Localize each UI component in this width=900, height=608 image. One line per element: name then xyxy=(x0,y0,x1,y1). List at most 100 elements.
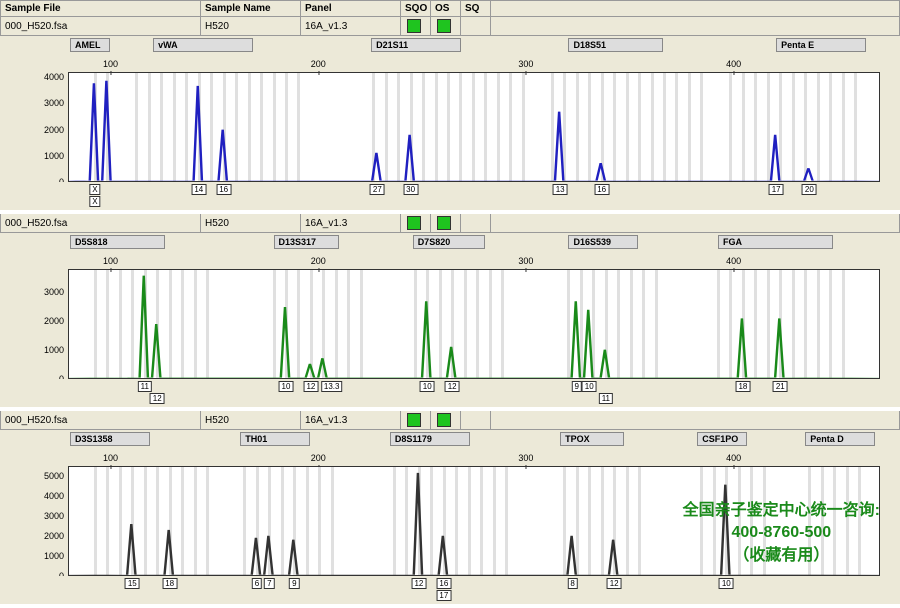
marker-label: TH01 xyxy=(240,432,310,446)
y-axis: 0100020003000 xyxy=(0,269,68,379)
y-tick: 2000 xyxy=(44,316,64,326)
y-tick: 1000 xyxy=(44,345,64,355)
hdr-sq: SQ xyxy=(461,1,491,16)
allele-call[interactable]: 16 xyxy=(216,184,231,195)
x-tick: 100 xyxy=(103,59,118,69)
marker-row: AMELvWAD21S11D18S51Penta E AMELvWAD21S11… xyxy=(0,36,900,56)
watermark-line3: （收藏有用） xyxy=(683,545,880,567)
allele-call[interactable]: 20 xyxy=(802,184,817,195)
x-tick: 300 xyxy=(518,59,533,69)
x-tick: 400 xyxy=(726,59,741,69)
panel-cell: 16A_v1.3 xyxy=(301,214,401,232)
x-tick: 200 xyxy=(311,453,326,463)
allele-call[interactable]: 17 xyxy=(436,590,451,601)
info-row: 000_H520.fsa H520 16A_v1.3 xyxy=(0,17,900,36)
hdr-panel: Panel xyxy=(301,1,401,16)
hdr-file: Sample File xyxy=(1,1,201,16)
allele-call[interactable]: 10 xyxy=(279,381,294,392)
y-tick: 3000 xyxy=(44,511,64,521)
electropherogram-plot[interactable]: 100200300400 xyxy=(68,269,880,379)
allele-call[interactable]: 10 xyxy=(420,381,435,392)
allele-call[interactable]: 9 xyxy=(289,578,299,589)
header-row: Sample File Sample Name Panel SQO OS SQ xyxy=(0,0,900,17)
allele-call[interactable]: 8 xyxy=(567,578,577,589)
allele-call[interactable]: 10 xyxy=(582,381,597,392)
trace-line xyxy=(69,270,879,378)
x-tick: 300 xyxy=(518,256,533,266)
marker-label: D5S818 xyxy=(70,235,165,249)
allele-call[interactable]: 9 xyxy=(572,381,582,392)
marker-label: D3S1358 xyxy=(70,432,150,446)
marker-label: vWA xyxy=(153,38,253,52)
allele-call[interactable]: 6 xyxy=(252,578,262,589)
marker-label: Penta E xyxy=(776,38,866,52)
allele-call[interactable]: 17 xyxy=(769,184,784,195)
x-axis: 100200300400 xyxy=(69,453,879,467)
allele-call[interactable]: X xyxy=(89,184,100,195)
hdr-name: Sample Name xyxy=(201,1,301,16)
y-tick: 1000 xyxy=(44,551,64,561)
status-box xyxy=(437,19,451,33)
marker-label: TPOX xyxy=(560,432,624,446)
allele-call[interactable]: 12 xyxy=(445,381,460,392)
marker-label: AMEL xyxy=(70,38,110,52)
allele-call[interactable]: 12 xyxy=(150,393,165,404)
allele-call[interactable]: 30 xyxy=(403,184,418,195)
x-tick: 300 xyxy=(518,453,533,463)
file-cell: 000_H520.fsa xyxy=(1,411,201,429)
name-cell: H520 xyxy=(201,214,301,232)
name-cell: H520 xyxy=(201,17,301,35)
allele-call[interactable]: 11 xyxy=(599,393,613,404)
allele-call[interactable]: 12 xyxy=(607,578,622,589)
y-tick: 5000 xyxy=(44,471,64,481)
allele-call[interactable]: 13 xyxy=(553,184,568,195)
allele-call[interactable]: 14 xyxy=(191,184,206,195)
y-tick: 4000 xyxy=(44,72,64,82)
x-tick: 100 xyxy=(103,256,118,266)
hdr-sqo: SQO xyxy=(401,1,431,16)
allele-call[interactable]: 27 xyxy=(370,184,385,195)
watermark-line2: 400-8760-500 xyxy=(683,522,880,544)
marker-label: D21S11 xyxy=(371,38,461,52)
allele-call[interactable]: 7 xyxy=(264,578,274,589)
allele-call[interactable]: 11 xyxy=(138,381,152,392)
watermark: 全国亲子鉴定中心统一咨询: 400-8760-500 （收藏有用） xyxy=(683,500,880,567)
allele-call[interactable]: 12 xyxy=(411,578,426,589)
x-axis: 100200300400 xyxy=(69,59,879,73)
y-tick: 1000 xyxy=(44,151,64,161)
x-axis: 100 200 300 400 xyxy=(69,256,879,270)
status-box xyxy=(407,413,421,427)
name-cell: H520 xyxy=(201,411,301,429)
allele-call[interactable]: 16 xyxy=(594,184,609,195)
allele-call[interactable]: 18 xyxy=(162,578,177,589)
x-tick: 200 xyxy=(311,256,326,266)
allele-call[interactable]: 12 xyxy=(303,381,318,392)
allele-row: XX 14 16 27 30 13 16 17 20 xyxy=(0,182,900,210)
marker-label: D18S51 xyxy=(568,38,663,52)
plot-wrap: 0100020003000 100200300400 xyxy=(0,253,900,379)
allele-call[interactable]: 21 xyxy=(773,381,788,392)
y-tick: 3000 xyxy=(44,98,64,108)
marker-label: Penta D xyxy=(805,432,875,446)
y-axis: 01000200030004000 xyxy=(0,72,68,182)
sqo-cell xyxy=(401,17,431,35)
electropherogram-plot[interactable]: 100200300400 xyxy=(68,72,880,182)
panel-1: 000_H520.fsa H520 16A_v1.3 D5S818D13S317… xyxy=(0,214,900,407)
allele-call[interactable]: 13.3 xyxy=(321,381,343,392)
os-cell xyxy=(431,214,461,232)
panel-cell: 16A_v1.3 xyxy=(301,411,401,429)
status-box xyxy=(437,413,451,427)
allele-call[interactable]: 15 xyxy=(125,578,140,589)
panel-0: 000_H520.fsa H520 16A_v1.3 AMEL vWA D21S11… xyxy=(0,17,900,210)
y-tick: 2000 xyxy=(44,531,64,541)
allele-call[interactable]: 10 xyxy=(719,578,734,589)
marker-row: D5S818D13S317D7S820D16S539FGA D5S818D13S… xyxy=(0,233,900,253)
allele-call[interactable]: 18 xyxy=(735,381,750,392)
info-row: 000_H520.fsa H520 16A_v1.3 xyxy=(0,411,900,430)
y-tick: 3000 xyxy=(44,287,64,297)
marker-label: CSF1PO xyxy=(697,432,747,446)
allele-call[interactable]: X xyxy=(89,196,100,207)
allele-call[interactable]: 16 xyxy=(436,578,451,589)
info-row: 000_H520.fsa H520 16A_v1.3 xyxy=(0,214,900,233)
x-tick: 400 xyxy=(726,256,741,266)
